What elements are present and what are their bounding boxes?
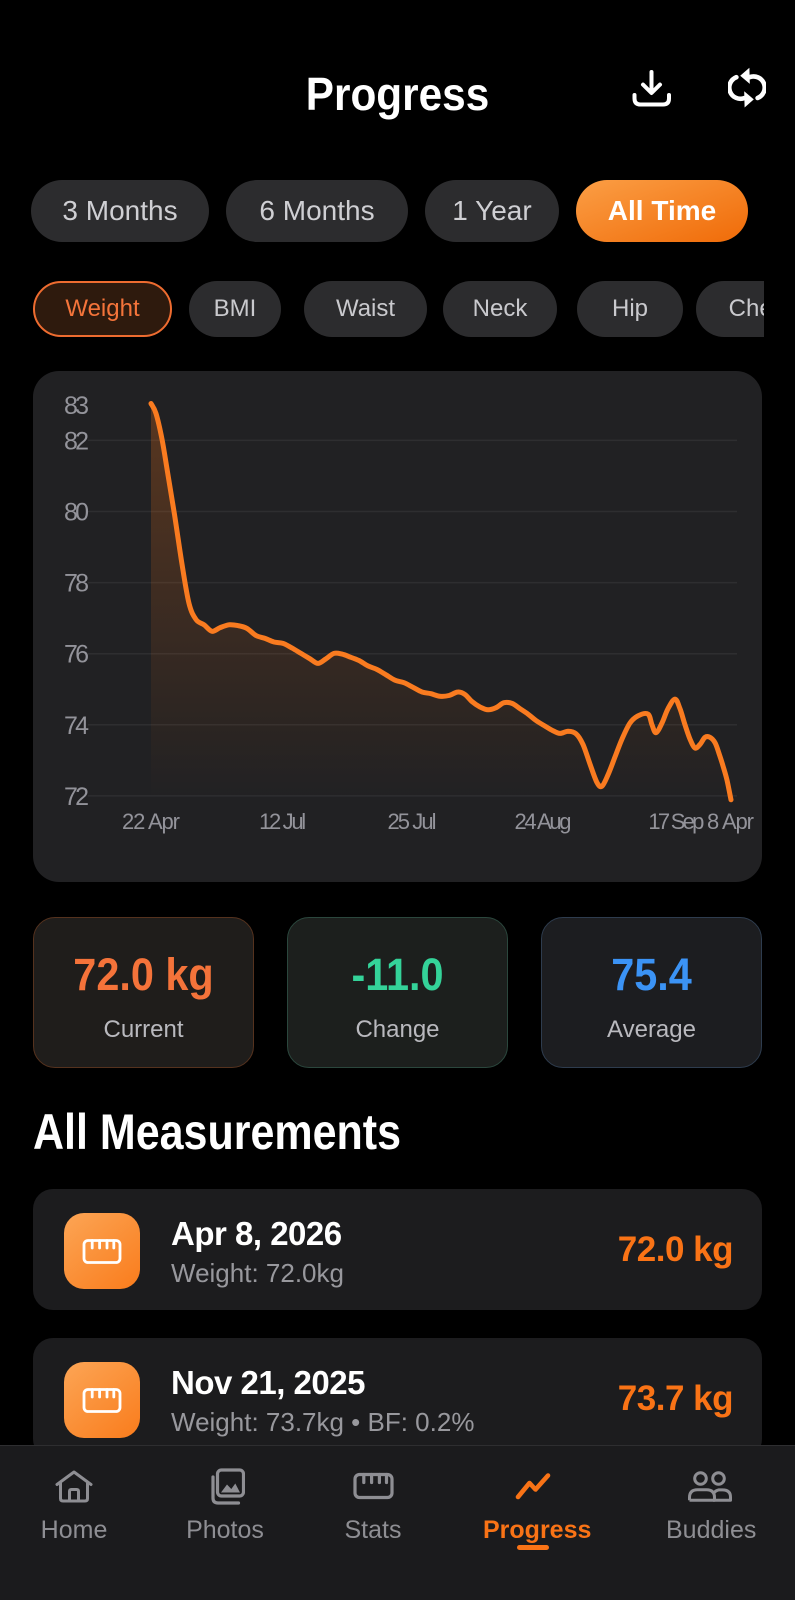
svg-text:24 Aug: 24 Aug (515, 809, 572, 834)
svg-text:12 Jul: 12 Jul (259, 809, 306, 834)
svg-text:82: 82 (64, 427, 89, 455)
svg-text:8 Apr: 8 Apr (707, 809, 754, 834)
svg-text:74: 74 (64, 712, 89, 740)
svg-text:22 Apr: 22 Apr (122, 809, 180, 834)
svg-text:72: 72 (64, 783, 89, 811)
svg-text:78: 78 (64, 570, 89, 598)
svg-text:17 Sep: 17 Sep (648, 809, 704, 834)
svg-text:80: 80 (64, 499, 89, 527)
svg-text:76: 76 (64, 641, 89, 669)
svg-text:83: 83 (64, 392, 89, 420)
svg-text:25 Jul: 25 Jul (388, 809, 437, 834)
